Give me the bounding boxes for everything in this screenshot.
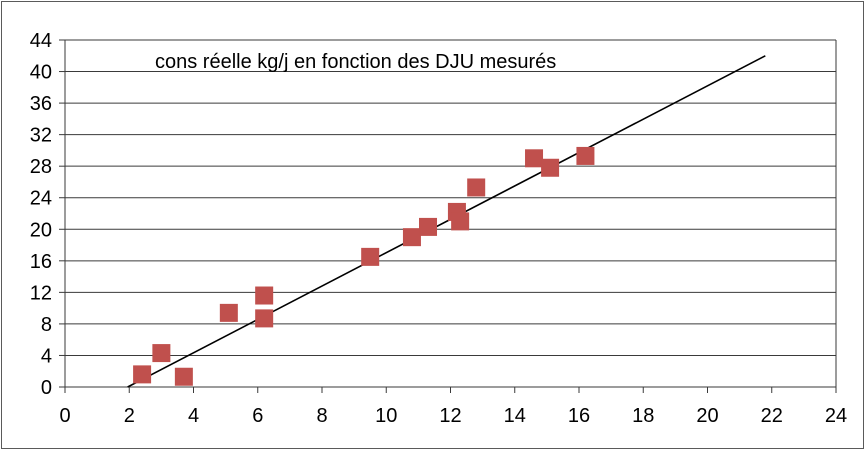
y-tick-label-20: 20 — [30, 219, 52, 241]
trendline-layer — [127, 55, 766, 388]
x-tick-label-2: 2 — [124, 405, 135, 427]
x-tick-label-14: 14 — [504, 405, 526, 427]
x-tick-label-24: 24 — [825, 405, 847, 427]
x-tick-label-0: 0 — [59, 405, 70, 427]
data-point-0-6 — [361, 247, 380, 266]
x-tick-label-4: 4 — [188, 405, 199, 427]
x-tick-label-22: 22 — [761, 405, 783, 427]
data-point-0-10 — [451, 212, 470, 231]
x-tick-label-10: 10 — [375, 405, 397, 427]
x-tick-label-20: 20 — [696, 405, 718, 427]
x-tick-label-8: 8 — [316, 405, 327, 427]
x-tick-label-12: 12 — [439, 405, 461, 427]
data-point-0-13 — [541, 158, 560, 177]
data-point-0-7 — [402, 228, 421, 247]
y-tick-label-0: 0 — [41, 377, 52, 399]
x-tick-label-6: 6 — [252, 405, 263, 427]
y-tick-label-40: 40 — [30, 62, 52, 84]
y-tick-label-44: 44 — [30, 30, 52, 52]
data-points-layer — [133, 146, 595, 386]
y-tick-label-16: 16 — [30, 251, 52, 273]
y-tick-label-36: 36 — [30, 93, 52, 115]
data-point-0-0 — [133, 365, 152, 384]
data-point-0-1 — [152, 344, 171, 363]
data-point-0-3 — [219, 303, 238, 322]
data-point-0-14 — [576, 146, 595, 165]
y-tick-label-12: 12 — [30, 282, 52, 304]
trendline — [127, 55, 766, 388]
y-tick-label-32: 32 — [30, 125, 52, 147]
data-point-0-5 — [255, 309, 274, 328]
chart-title: cons réelle kg/j en fonction des DJU mes… — [155, 51, 556, 73]
x-tick-label-18: 18 — [632, 405, 654, 427]
data-point-0-11 — [467, 178, 486, 197]
y-tick-label-8: 8 — [41, 314, 52, 336]
data-point-0-8 — [419, 217, 438, 236]
x-tick-label-16: 16 — [568, 405, 590, 427]
y-tick-label-24: 24 — [30, 188, 52, 210]
grid-layer — [65, 39, 836, 356]
data-point-0-2 — [174, 367, 193, 386]
y-tick-label-4: 4 — [41, 345, 52, 367]
y-tick-label-28: 28 — [30, 156, 52, 178]
data-point-0-12 — [525, 149, 544, 168]
data-point-0-4 — [255, 286, 274, 305]
